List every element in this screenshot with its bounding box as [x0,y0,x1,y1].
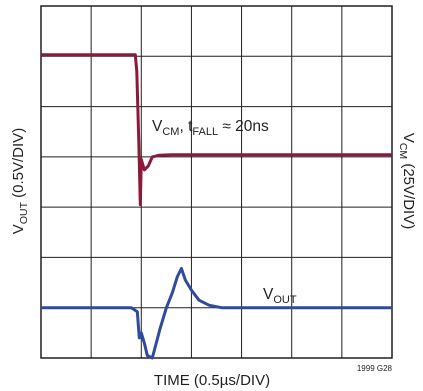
plot-frame [40,5,393,359]
vout-annotation: VOUT [263,286,297,306]
series-line-vout [41,267,392,360]
traces [41,53,392,360]
vcm-annotation: VCM, tFALL ≈ 20ns [152,118,269,138]
y-axis-label-left: VOUT (0.5V/DIV) [10,128,30,234]
figure-id: 1999 G28 [357,364,393,373]
y-axis-label-right: VCM (25V/DIV) [397,133,417,229]
series-line-vcm [41,53,392,207]
x-axis-label: TIME (0.5µs/DIV) [154,372,270,389]
